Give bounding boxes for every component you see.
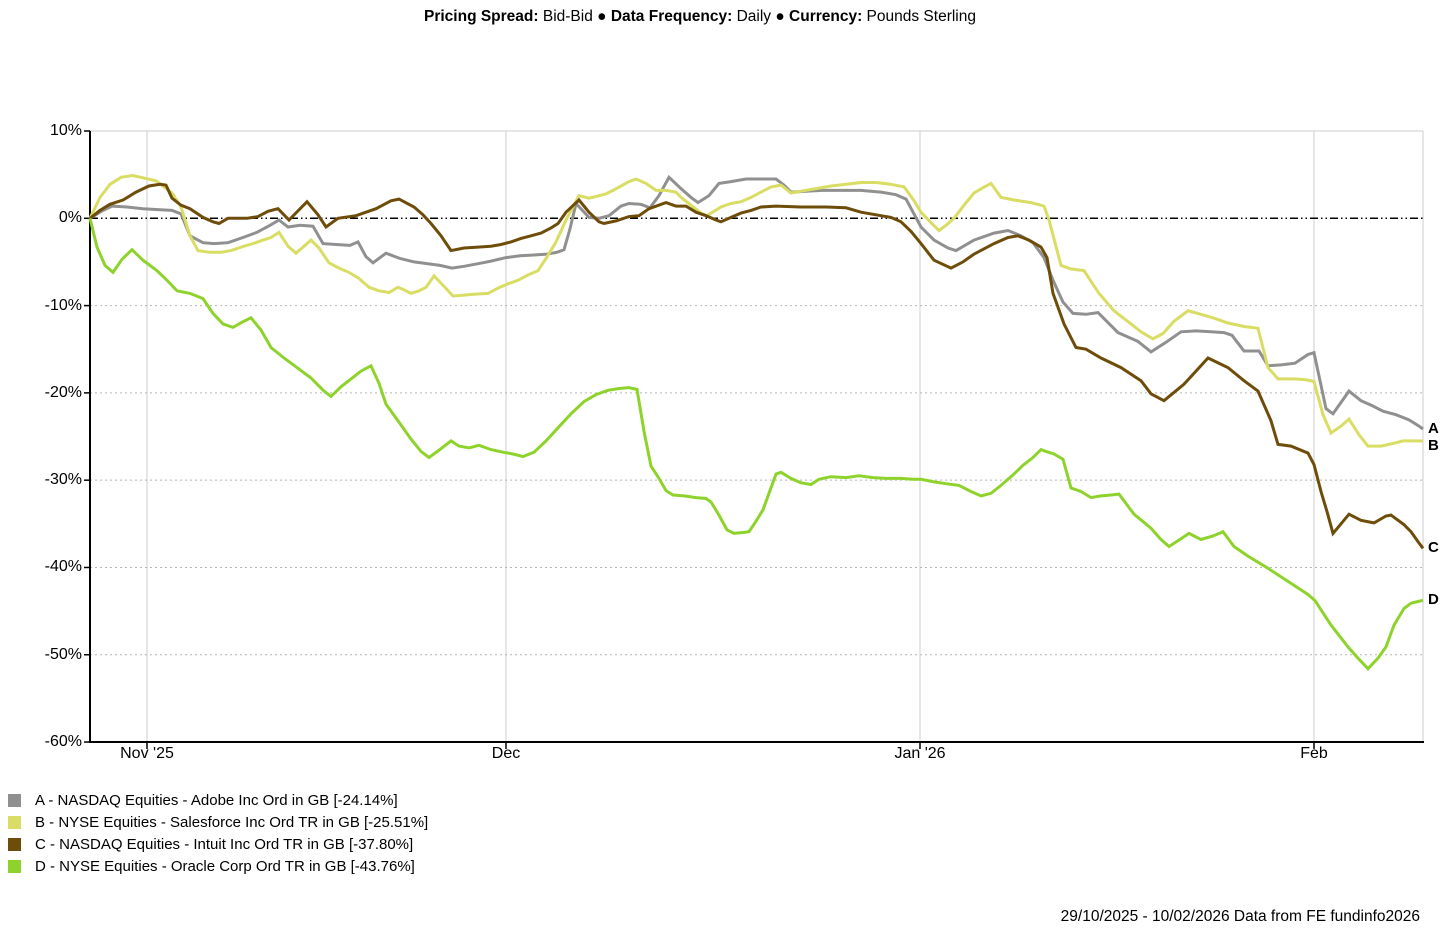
series-line-A <box>89 174 1424 431</box>
legend-label: B - NYSE Equities - Salesforce Inc Ord T… <box>35 813 429 831</box>
x-axis-label: Nov '25 <box>120 745 174 762</box>
legend-swatch-icon <box>8 837 21 851</box>
chart-title-segment: Daily <box>732 8 776 25</box>
chart-title-segment: ● <box>775 8 790 25</box>
legend-swatch-icon <box>8 793 21 807</box>
series-end-label-C: C <box>1428 539 1439 557</box>
legend-swatch-icon <box>8 815 21 829</box>
series-end-label-A: A <box>1428 420 1439 438</box>
legend-label: A - NASDAQ Equities - Adobe Inc Ord in G… <box>35 791 398 809</box>
y-axis-label: -20% <box>44 383 82 401</box>
legend-swatch-icon <box>8 859 21 873</box>
chart-title-segment: Pricing Spread: <box>424 8 539 25</box>
y-axis-label: -60% <box>44 733 82 751</box>
y-axis-label: -50% <box>44 645 82 663</box>
chart-title-segment: Data Frequency: <box>610 8 733 25</box>
legend-item-C: C - NASDAQ Equities - Intuit Inc Ord TR … <box>8 833 428 855</box>
series-end-label-D: D <box>1428 591 1439 609</box>
y-axis-label: 0% <box>58 209 82 227</box>
x-axis-label: Dec <box>491 745 521 762</box>
y-axis-label: 10% <box>49 122 82 139</box>
series-line-C <box>89 182 1425 550</box>
series-line-B <box>88 173 1424 448</box>
chart-title: Pricing Spread: Bid-Bid ● Data Frequency… <box>424 8 976 26</box>
legend-item-A: A - NASDAQ Equities - Adobe Inc Ord in G… <box>8 789 428 811</box>
y-axis-label: -30% <box>44 471 82 489</box>
legend-item-D: D - NYSE Equities - Oracle Corp Ord TR i… <box>8 855 428 877</box>
footer-text: 29/10/2025 - 10/02/2026 Data from FE fun… <box>1060 908 1420 925</box>
legend: A - NASDAQ Equities - Adobe Inc Ord in G… <box>8 789 428 877</box>
legend-label: D - NYSE Equities - Oracle Corp Ord TR i… <box>35 857 415 875</box>
series-end-label-B: B <box>1428 437 1439 455</box>
series-line-D <box>88 217 1424 671</box>
legend-label: C - NASDAQ Equities - Intuit Inc Ord TR … <box>35 835 414 853</box>
chart-title-segment: Bid-Bid <box>538 8 598 25</box>
chart-title-segment: ● <box>597 8 611 25</box>
y-axis-label: -10% <box>44 296 82 314</box>
chart-title-segment: Currency: <box>789 8 863 25</box>
chart-title-segment: Pounds Sterling <box>862 8 976 25</box>
x-axis-label: Feb <box>1300 745 1328 762</box>
x-axis-label: Jan '26 <box>894 745 946 762</box>
legend-item-B: B - NYSE Equities - Salesforce Inc Ord T… <box>8 811 428 833</box>
y-axis-label: -40% <box>44 558 82 576</box>
